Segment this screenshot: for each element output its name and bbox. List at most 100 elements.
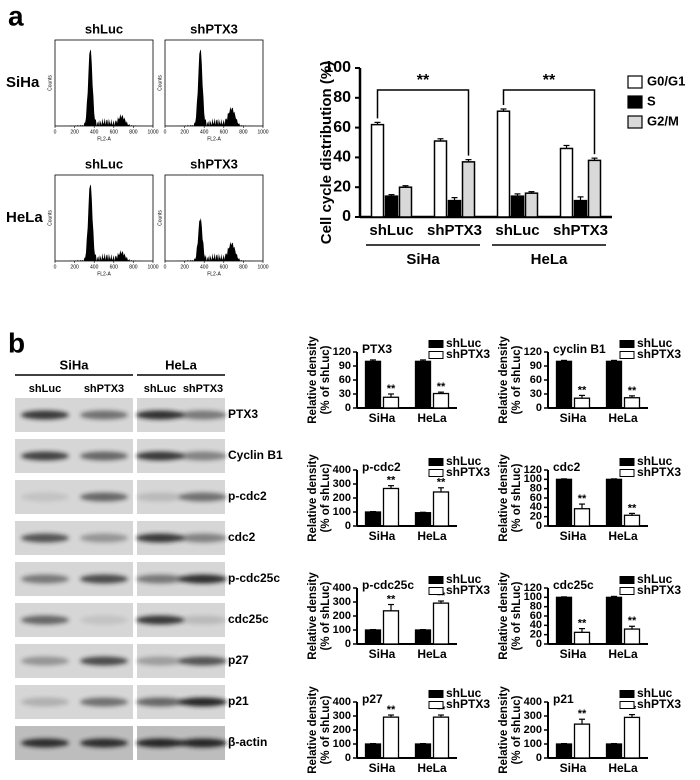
histogram-shape <box>55 49 153 126</box>
y-tick-label: 0 <box>345 752 351 764</box>
histogram-frame <box>54 174 154 262</box>
protein-label: cdc2 <box>228 530 256 544</box>
significance-label: ** <box>437 381 446 393</box>
x-tick-label: HeLa <box>417 529 447 543</box>
bar <box>559 147 574 218</box>
flow-y-label: Counts <box>157 75 163 91</box>
protein-label: p21 <box>228 694 249 708</box>
bar <box>555 596 573 645</box>
legend-label: shLuc <box>637 686 673 700</box>
protein-label: p-cdc25c <box>228 571 280 585</box>
flow-tick-label: 1000 <box>147 264 158 270</box>
y-axis-label: (% of shLuc) <box>320 581 332 650</box>
lane-label: shLuc <box>29 383 61 395</box>
bar <box>364 743 382 759</box>
blot-band <box>179 533 227 543</box>
flow-tick-label: 1000 <box>257 264 268 270</box>
legend-label: shPTX3 <box>446 465 490 479</box>
significance-label: ** <box>417 72 430 89</box>
y-tick-label: 100 <box>333 506 351 518</box>
flow-tick-label: 0 <box>54 264 57 270</box>
histogram-frame <box>54 39 154 127</box>
significance-label: ** <box>578 493 587 505</box>
lane-label: shPTX3 <box>84 383 124 395</box>
y-tick-label: 400 <box>524 696 542 708</box>
y-tick-label: 30 <box>530 388 542 400</box>
y-axis-label: (% of shLuc) <box>511 463 523 532</box>
y-tick-label: 400 <box>333 696 351 708</box>
y-tick-label: 40 <box>530 501 542 513</box>
blot-band <box>80 451 128 461</box>
y-tick-label: 120 <box>333 346 351 358</box>
blot-band <box>21 451 69 461</box>
blot-band <box>179 697 227 707</box>
y-axis-label: (% of shLuc) <box>511 695 523 764</box>
blot-band <box>179 656 227 666</box>
bar <box>398 186 413 218</box>
legend-swatch <box>428 576 444 584</box>
bar <box>432 392 450 409</box>
lane-label: shLuc <box>144 383 176 395</box>
legend-swatch <box>428 690 444 698</box>
legend-swatch <box>627 115 643 129</box>
chart-title: p27 <box>362 692 383 706</box>
blot-band <box>21 410 69 420</box>
panel-label: b <box>8 327 25 358</box>
flow-y-label: Counts <box>157 210 163 226</box>
significance-label: ** <box>543 72 556 89</box>
bar <box>555 478 573 527</box>
bar <box>414 360 432 409</box>
blot-band <box>136 533 184 543</box>
significance-bracket <box>376 89 470 156</box>
bar <box>623 716 641 759</box>
y-axis-label: Relative density <box>498 686 510 774</box>
bar <box>382 487 400 527</box>
bar <box>605 596 623 645</box>
legend-swatch <box>428 351 444 359</box>
y-axis-label: Relative density <box>498 454 510 542</box>
blot-cell-label: HeLa <box>165 357 198 372</box>
bar <box>461 161 476 218</box>
flow-tick-label: 1000 <box>257 129 268 135</box>
y-axis-label: Relative density <box>498 572 510 660</box>
y-tick-label: 60 <box>339 374 351 386</box>
bar <box>414 629 432 645</box>
bar <box>370 123 385 218</box>
y-axis-label: (% of shLuc) <box>320 695 332 764</box>
legend-label: shPTX3 <box>637 583 681 597</box>
legend-label: shPTX3 <box>446 583 490 597</box>
y-axis-label: (% of shLuc) <box>511 581 523 650</box>
chart-title: p21 <box>553 692 574 706</box>
legend-label: S <box>647 93 656 108</box>
y-axis-label: Relative density <box>307 454 319 542</box>
bar <box>433 140 448 218</box>
bar <box>432 491 450 527</box>
bar <box>364 511 382 527</box>
significance-label: ** <box>628 385 637 397</box>
flow-tick-label: 800 <box>239 264 248 270</box>
flow-tick-label: 200 <box>70 129 79 135</box>
chart-title: p-cdc25c <box>362 578 414 592</box>
protein-label: p-cdc2 <box>228 489 267 503</box>
flow-x-label: FL2-A <box>97 136 111 142</box>
legend-label: shPTX3 <box>446 347 490 361</box>
chart-title: p-cdc2 <box>362 460 401 474</box>
y-tick-label: 80 <box>530 601 542 613</box>
y-tick-label: 0 <box>345 402 351 414</box>
y-tick-label: 400 <box>333 582 351 594</box>
legend-label: shPTX3 <box>637 697 681 711</box>
legend-swatch <box>619 701 635 709</box>
legend-label: shLuc <box>446 686 482 700</box>
blot-band <box>80 738 128 748</box>
bar <box>382 716 400 759</box>
x-tick-label: SiHa <box>560 529 587 543</box>
y-tick-label: 40 <box>333 149 351 166</box>
legend-label: shLuc <box>446 454 482 468</box>
y-tick-label: 200 <box>333 492 351 504</box>
blot-band <box>136 738 184 748</box>
y-tick-label: 60 <box>530 610 542 622</box>
flow-tick-label: 400 <box>90 129 99 135</box>
blot-cell-label: SiHa <box>60 357 90 372</box>
y-tick-label: 80 <box>333 89 351 106</box>
flow-tick-label: 400 <box>200 129 209 135</box>
